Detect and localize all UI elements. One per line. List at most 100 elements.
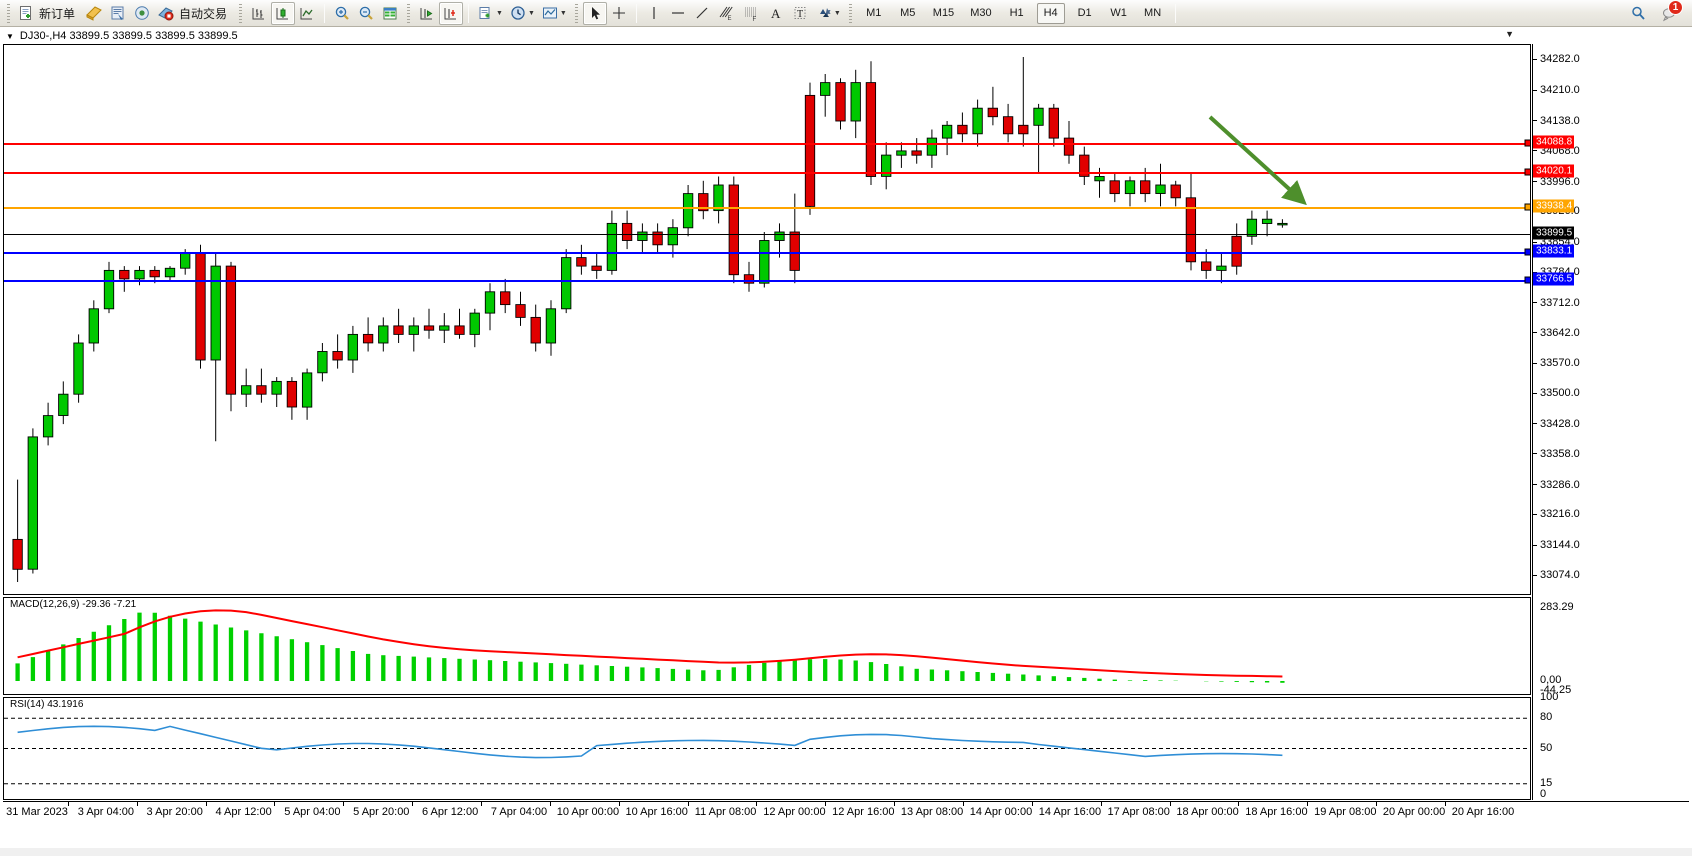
alerts-button[interactable]: 1 [1658,0,1683,25]
vertical-line-button[interactable] [642,2,666,25]
navigator-button[interactable] [130,2,154,25]
level-line-3[interactable] [4,252,1530,254]
timeframe-w1[interactable]: W1 [1110,7,1127,19]
level-handle-2[interactable] [1524,203,1530,211]
shift-end-button[interactable] [415,2,439,25]
macd-axis-bottom: -44.25 [1540,684,1572,696]
shift-end-icon [420,7,433,19]
time-tick-label: 7 Apr 04:00 [490,806,548,818]
time-tick-mark [343,801,345,806]
cursor-button[interactable] [582,1,607,25]
chevron-down-icon[interactable]: ▼ [833,9,841,17]
timeframe-mn[interactable]: MN [1144,7,1162,19]
chart-window[interactable]: ▼ DJ30-,H4 33899.5 33899.5 33899.5 33899… [0,27,1692,856]
level-handle-0[interactable] [1524,139,1530,147]
level-handle-4[interactable] [1524,276,1530,284]
rsi-series [4,717,1530,785]
expert-advisors-icon [86,5,102,21]
search-button[interactable] [1627,2,1650,25]
zoom-in-icon [335,6,349,20]
level-handle-3[interactable] [1524,248,1530,256]
auto-scroll-button[interactable] [439,1,464,25]
timeframes-button[interactable]: ▼ [506,2,538,25]
chart-tools-grip[interactable] [237,3,245,23]
level-tag-4[interactable]: 33766.5 [1533,272,1575,286]
templates-button[interactable]: ▼ [538,2,570,25]
price-pane[interactable] [3,44,1531,595]
level-tag-0[interactable]: 34088.8 [1533,135,1575,149]
time-tick-label: 19 Apr 08:00 [1314,806,1377,818]
level-line-2[interactable] [4,207,1530,210]
navigator-icon [135,5,149,20]
new-order-button[interactable]: 新订单 [15,2,82,25]
level-tag-2[interactable]: 33938.4 [1533,199,1575,213]
expert-advisors-button[interactable] [82,2,106,25]
horizontal-line-button[interactable] [666,2,690,25]
level-tag-1[interactable]: 34020.1 [1533,164,1575,178]
time-axis[interactable]: 31 Mar 2023 3 Apr 04:00 3 Apr 20:00 4 Apr 1… [3,801,1689,823]
macd-axis-zero: 0,00 [1540,674,1562,687]
level-line-0[interactable] [4,142,1530,145]
zoom-out-button[interactable] [354,2,378,25]
time-tick-mark [1238,801,1240,806]
time-tick-mark [205,801,207,806]
timeframe-m30[interactable]: M30 [970,7,992,19]
price-tick: 33144.0 [1533,539,1580,551]
trendline-button[interactable] [690,2,714,25]
macd-pane[interactable]: MACD(12,26,9) -29.36 -7.21 [3,597,1531,695]
chevron-down-icon[interactable]: ▼ [527,9,535,17]
timeframe-h1[interactable]: H1 [1009,7,1024,19]
shapes-button[interactable]: ▼ [812,2,844,25]
new-chart-button[interactable]: ▼ [474,2,506,25]
time-tick-mark [549,801,551,806]
shift-tools-grip[interactable] [405,3,413,23]
timeframe-m5[interactable]: M5 [900,7,916,19]
time-tick-mark [412,801,414,806]
candlestick-chart-button[interactable] [271,1,296,25]
time-tick-label: 13 Apr 08:00 [900,806,964,818]
timeframe-m1[interactable]: M1 [866,7,882,19]
chevron-down-icon[interactable]: ▼ [559,9,567,17]
grid-button[interactable] [378,2,402,25]
equidistant-channel-button[interactable]: E [714,2,739,25]
time-tick-mark [618,801,620,806]
time-tick-mark [1169,801,1171,806]
alert-count-badge: 1 [1668,0,1683,15]
level-line-1[interactable] [4,172,1530,175]
text-button[interactable]: A [764,2,788,25]
toolbar-separator-2 [468,3,470,23]
line-chart-button[interactable] [295,2,319,25]
trendline-icon [696,7,708,18]
timeframe-m15[interactable]: M15 [932,7,955,19]
rsi-axis-label: 80 [1540,711,1553,724]
timeframe-grip[interactable] [846,3,854,23]
fibonacci-button[interactable]: F [739,2,764,25]
level-handle-1[interactable] [1524,168,1530,176]
crosshair-button[interactable] [607,2,631,25]
bar-chart-button[interactable] [247,2,271,25]
window-collapse-caret-icon[interactable]: ▼ [1505,29,1514,39]
timeframe-h4[interactable]: H4 [1036,2,1065,24]
time-tick-label: 10 Apr 16:00 [625,806,688,818]
shapes-icon [819,7,831,17]
zoom-in-button[interactable] [330,2,354,25]
toolbar-grip[interactable] [5,3,12,23]
timeframe-d1[interactable]: D1 [1077,7,1092,19]
rsi-pane[interactable]: RSI(14) 43.1916 [3,697,1531,800]
chevron-down-icon[interactable]: ▼ [496,9,503,17]
level-line-4[interactable] [4,280,1530,283]
time-tick-label: 12 Apr 16:00 [832,806,895,818]
autotrading-label: 自动交易 [179,6,228,21]
price-axis[interactable]: 34282.034210.034138.034068.033996.033926… [1532,44,1689,800]
macd-label: MACD(12,26,9) -29.36 -7.21 [8,599,139,610]
level-tag-3[interactable]: 33833.1 [1533,244,1575,258]
autotrading-button[interactable]: 自动交易 [154,2,234,25]
price-tick: 33286.0 [1533,479,1580,491]
fibonacci-icon: F [744,7,756,22]
data-window-button[interactable] [106,2,130,25]
autotrading-icon [158,6,174,20]
vertical-line-icon [653,6,655,19]
chart-menu-caret-icon[interactable]: ▼ [6,31,14,41]
drawing-tools-grip[interactable] [572,3,580,23]
text-label-button[interactable]: T [788,2,812,25]
